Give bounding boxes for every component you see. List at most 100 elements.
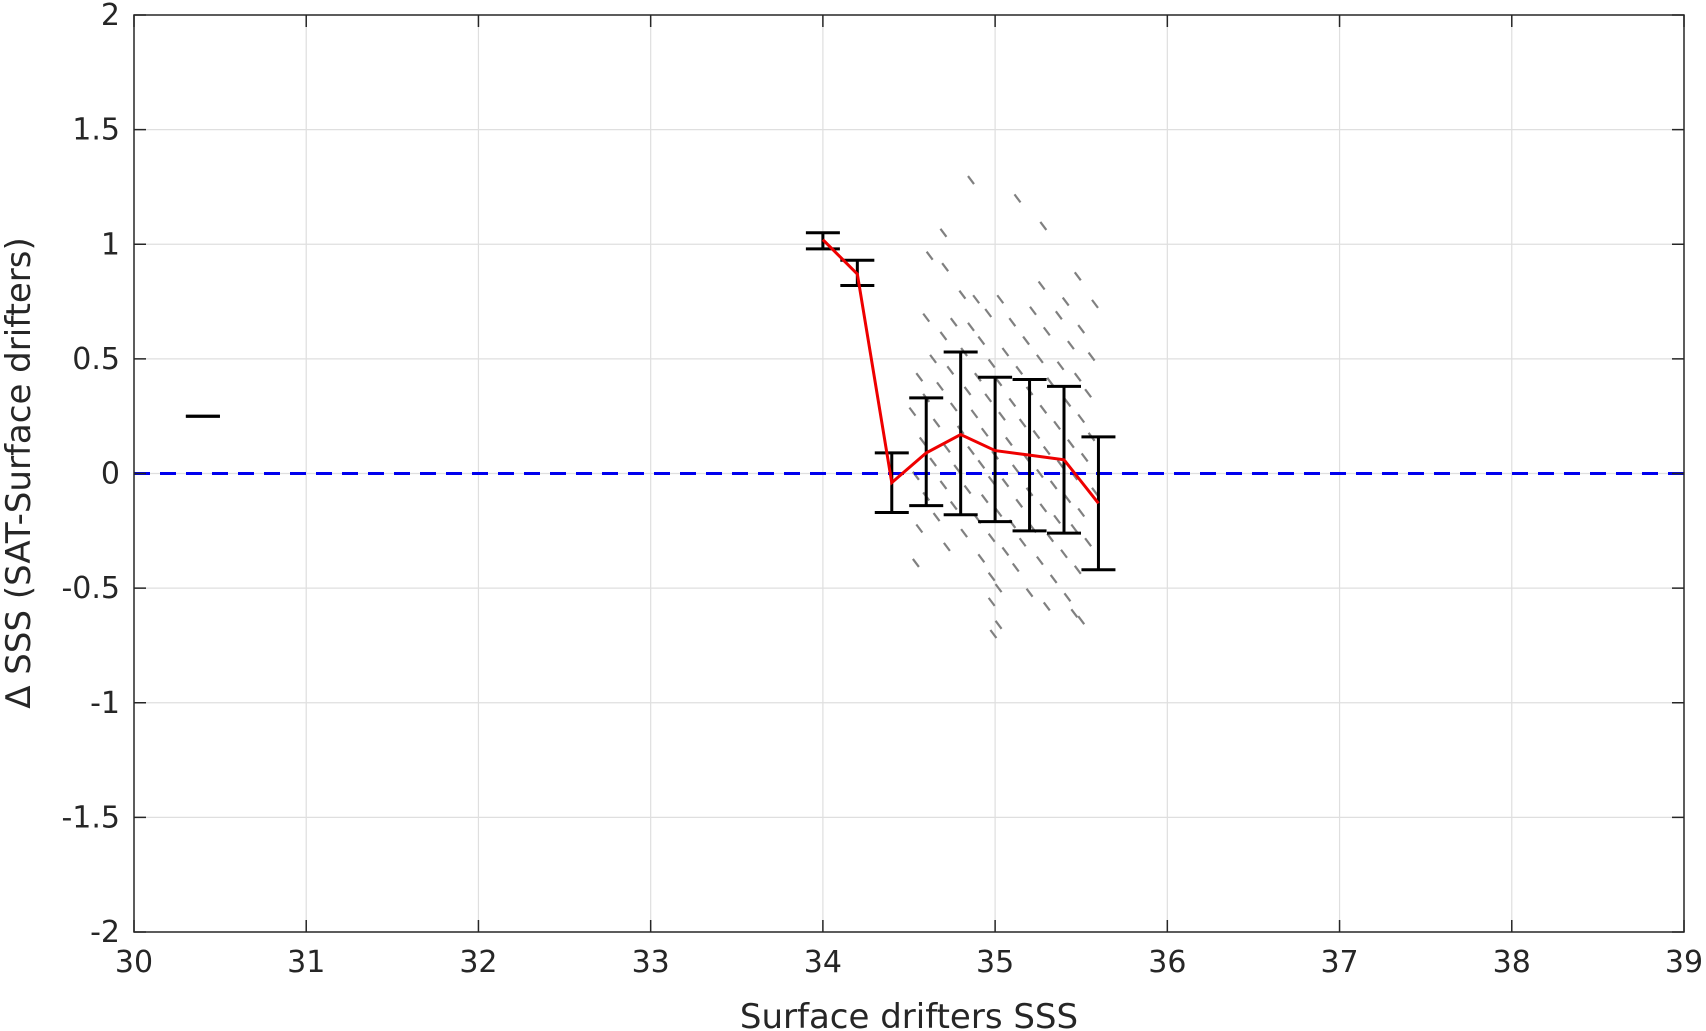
scatter-point — [1008, 397, 1017, 408]
scatter-point — [1042, 326, 1051, 337]
scatter-point — [1070, 523, 1079, 534]
scatter-point — [974, 372, 982, 382]
scatter-point — [989, 629, 998, 639]
x-tick-label: 37 — [1320, 945, 1358, 980]
scatter-point — [1018, 537, 1027, 547]
scatter-point — [1056, 361, 1065, 371]
scatter-point — [1015, 498, 1024, 508]
scatter-point — [1077, 413, 1086, 424]
scatter-point — [984, 393, 993, 403]
scatter-point — [1063, 592, 1072, 602]
x-tick-label: 38 — [1493, 945, 1531, 980]
scatter-point — [949, 500, 958, 511]
scatter-point — [1091, 299, 1099, 309]
scatter-point — [1022, 335, 1030, 346]
scatter-point — [994, 620, 1003, 630]
scatter-point — [1053, 420, 1061, 431]
x-tick-label: 30 — [115, 945, 153, 980]
x-tick-label: 31 — [287, 945, 325, 980]
scatter-point — [980, 427, 989, 437]
scatter-point — [932, 418, 941, 428]
scatter-point — [936, 381, 944, 392]
scatter-point — [939, 228, 948, 238]
scatter-point — [1037, 280, 1046, 291]
scatter-point — [977, 459, 986, 469]
scatter-point — [994, 583, 1003, 593]
scatter-point — [1053, 514, 1061, 525]
scatter-point — [987, 533, 996, 543]
scatter-point — [949, 402, 958, 412]
y-tick-label: -1.5 — [61, 800, 120, 835]
y-tick-label: 2 — [101, 0, 120, 33]
scatter-point — [1039, 221, 1048, 231]
scatter-point — [943, 443, 951, 453]
scatter-point — [977, 335, 986, 346]
x-tick-label: 36 — [1148, 945, 1186, 980]
scatter-point — [1077, 615, 1086, 625]
scatter-point — [1011, 562, 1020, 573]
scatter-point — [1070, 608, 1079, 619]
scatter-point — [1073, 271, 1082, 282]
scatter-point — [1013, 193, 1022, 204]
y-tick-label: 1 — [101, 227, 120, 262]
scatter-point — [932, 512, 941, 522]
axis-ticks: 30 31 32 33 34 35 36 37 38 39 -2 -1.5 -1 -0.5 0 0.5 1 1.5… — [61, 0, 1703, 980]
scatter-point — [987, 358, 996, 369]
grid — [134, 15, 1684, 932]
scatter-point — [987, 572, 996, 582]
scatter-point — [1029, 306, 1037, 316]
scatter-point — [967, 322, 975, 332]
scatter-point — [912, 558, 920, 568]
x-tick-label: 35 — [976, 945, 1014, 980]
scatter-point — [963, 484, 972, 495]
scatter-point — [929, 457, 937, 467]
scatter-point — [958, 290, 967, 300]
scatter-point — [1077, 507, 1086, 518]
scatter-point — [1046, 377, 1055, 387]
scatter-point — [972, 294, 981, 304]
scatter-point — [987, 597, 996, 607]
scatter-point — [1025, 588, 1034, 598]
x-tick-label: 34 — [804, 945, 842, 980]
x-tick-label: 39 — [1665, 945, 1703, 980]
scatter-point — [1087, 351, 1096, 362]
scatter-point — [1011, 464, 1020, 474]
scatter-point — [1036, 354, 1044, 364]
y-tick-label: 0 — [101, 457, 120, 492]
scatter-point — [1049, 574, 1058, 584]
scatter-point — [912, 471, 920, 481]
scatter-point — [963, 386, 972, 396]
scatter-point — [915, 372, 924, 382]
scatter-point — [1042, 445, 1051, 456]
scatter-point — [1001, 347, 1010, 357]
scatter-point — [967, 445, 975, 456]
scatter-point — [941, 262, 950, 272]
scatter-point — [943, 542, 951, 552]
scatter-point — [1036, 555, 1044, 566]
scatter-point — [1061, 296, 1070, 307]
y-tick-label: -0.5 — [61, 571, 120, 606]
y-tick-label: -1 — [90, 686, 120, 721]
scatter-point — [1073, 372, 1082, 382]
scatter-point — [949, 317, 958, 327]
x-tick-label: 33 — [632, 945, 670, 980]
scatter-point — [922, 312, 931, 323]
scatter-point — [946, 365, 955, 375]
y-tick-label: -2 — [90, 915, 120, 950]
scatter-point — [1042, 601, 1051, 612]
y-tick-label: 1.5 — [72, 113, 120, 148]
scatter-point — [1067, 439, 1075, 449]
scatter-point — [1032, 429, 1041, 440]
scatter-point — [1084, 537, 1092, 547]
scatter-point — [980, 494, 989, 504]
scatter-cloud — [908, 175, 1099, 639]
scatter-point — [1054, 310, 1063, 320]
scatter-point — [1046, 533, 1055, 543]
x-tick-label: 32 — [459, 945, 497, 980]
scatter-point — [1084, 388, 1092, 398]
x-axis-title: Surface drifters SSS — [740, 997, 1078, 1031]
scatter-point — [1008, 317, 1017, 327]
scatter-point — [939, 480, 948, 490]
scatter-point — [1005, 436, 1013, 447]
